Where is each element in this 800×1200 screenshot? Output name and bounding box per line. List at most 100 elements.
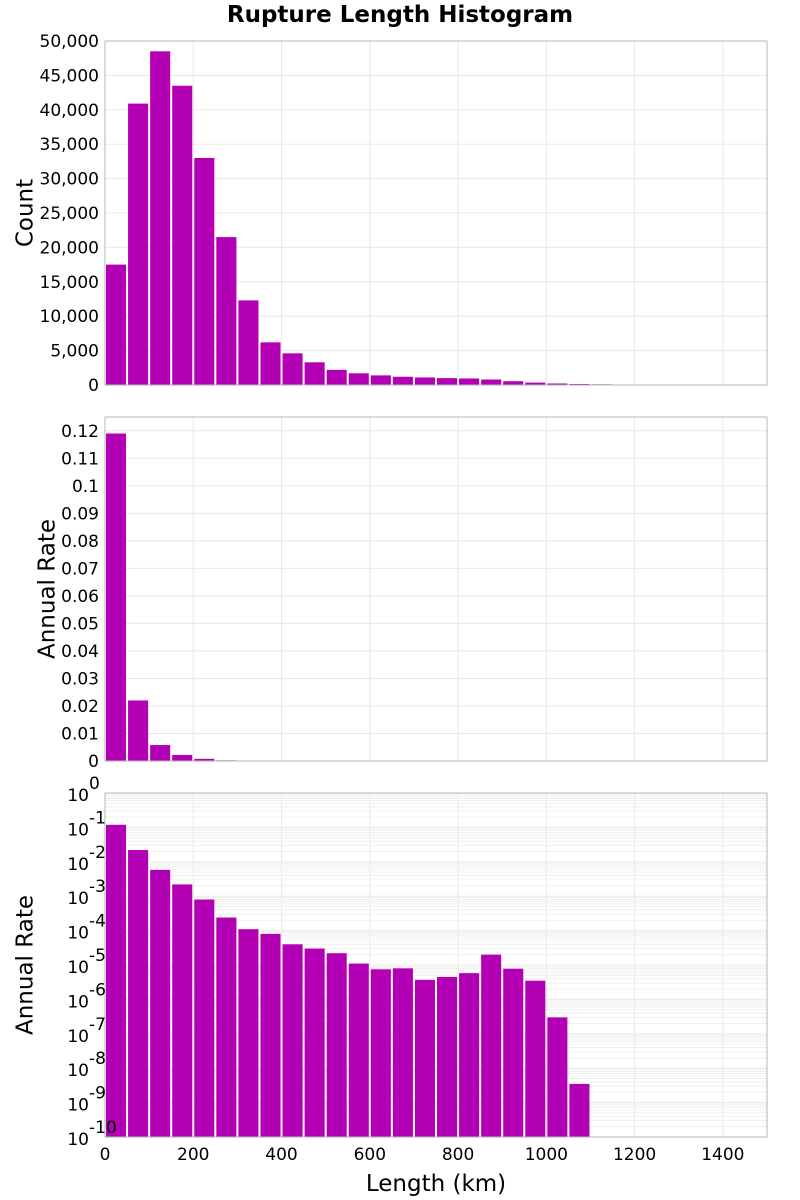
histogram-bar <box>194 899 215 1137</box>
y-tick-label: 10 <box>67 924 89 944</box>
y-tick-exponent: -3 <box>89 877 106 897</box>
histogram-bar <box>525 382 546 385</box>
histogram-bar <box>238 300 259 385</box>
y-tick-label: 0.07 <box>61 559 99 579</box>
y-tick-label: 10 <box>67 889 89 909</box>
histogram-bar <box>172 85 193 385</box>
histogram-bar <box>150 745 171 761</box>
y-tick-label: 0.04 <box>61 642 99 662</box>
y-tick-label: 10,000 <box>40 307 99 327</box>
histogram-bar <box>238 929 259 1137</box>
y-tick-exponent: -10 <box>89 1118 117 1138</box>
y-tick-label: 0 <box>88 376 99 396</box>
histogram-bar <box>260 933 281 1137</box>
plot-frame <box>104 416 768 762</box>
histogram-bar <box>128 850 149 1137</box>
histogram-bar <box>282 353 303 385</box>
y-tick-label: 0.11 <box>61 449 99 469</box>
y-tick-label: 40,000 <box>40 101 99 121</box>
histogram-bar <box>106 824 127 1137</box>
histogram-bar <box>503 968 524 1137</box>
y-tick-exponent: -1 <box>89 808 106 828</box>
y-tick-exponent: -4 <box>89 912 106 932</box>
annual-rate-log-panel: 10010-110-210-310-410-510-610-710-810-91… <box>13 774 768 1197</box>
y-axis-label: Annual Rate <box>13 895 39 1035</box>
histogram-bar <box>414 979 435 1137</box>
y-tick-label: 0.12 <box>61 422 99 442</box>
histogram-bar <box>370 375 391 385</box>
y-tick-label: 0 <box>88 752 99 772</box>
y-axis-label: Annual Rate <box>35 519 61 659</box>
histogram-bar <box>216 917 237 1137</box>
histogram-bar <box>304 948 325 1137</box>
histogram-bar <box>348 373 369 385</box>
y-tick-exponent: 0 <box>89 774 100 794</box>
y-tick-exponent: -6 <box>89 980 106 1000</box>
y-tick-label: 10 <box>67 786 89 806</box>
y-tick-label: 0.06 <box>61 587 99 607</box>
y-tick-label: 10 <box>67 855 89 875</box>
histogram-bar <box>348 963 369 1137</box>
histogram-bar <box>569 1083 590 1137</box>
x-tick-label: 400 <box>265 1145 297 1165</box>
histogram-bar <box>437 976 458 1137</box>
y-tick-label: 50,000 <box>40 32 99 52</box>
y-tick-label: 0.1 <box>72 477 99 497</box>
histogram-bar <box>437 378 458 385</box>
x-tick-label: 600 <box>354 1145 386 1165</box>
histogram-bar <box>106 264 127 385</box>
histogram-bar <box>260 342 281 385</box>
histogram-bar <box>569 383 590 385</box>
histogram-bar <box>481 379 502 385</box>
x-tick-label: 800 <box>442 1145 474 1165</box>
histogram-bar <box>150 51 171 385</box>
histogram-bar <box>370 969 391 1137</box>
histogram-bar <box>525 980 546 1137</box>
y-tick-label: 35,000 <box>40 135 99 155</box>
y-tick-exponent: -7 <box>89 1015 106 1035</box>
y-tick-label: 0.03 <box>61 669 99 689</box>
x-tick-label: 1200 <box>613 1145 656 1165</box>
histogram-bar <box>459 378 480 385</box>
histogram-bar <box>414 377 435 385</box>
y-tick-label: 10 <box>67 958 89 978</box>
y-tick-label: 20,000 <box>40 238 99 258</box>
count-panel: 0 5,000 10,000 15,000 20,000 25,000 30,000 35,0… <box>13 32 768 396</box>
y-tick-exponent: -9 <box>89 1084 106 1104</box>
y-tick-label: 10 <box>67 992 89 1012</box>
x-tick-label: 200 <box>177 1145 209 1165</box>
histogram-bar <box>326 953 347 1137</box>
x-axis-label: Length (km) <box>366 1171 506 1197</box>
y-tick-label: 45,000 <box>40 66 99 86</box>
histogram-bar <box>547 383 568 385</box>
y-tick-label: 0.05 <box>61 614 99 634</box>
y-tick-label: 10 <box>67 1061 89 1081</box>
plot-frame <box>104 40 768 386</box>
y-tick-label: 5,000 <box>50 342 99 362</box>
histogram-bar <box>459 973 480 1137</box>
x-tick-label: 1000 <box>525 1145 568 1165</box>
y-tick-label: 0.08 <box>61 532 99 552</box>
y-tick-label: 10 <box>67 820 89 840</box>
y-tick-label: 10 <box>67 1096 89 1116</box>
y-tick-label: 10 <box>67 1130 89 1150</box>
y-tick-exponent: -8 <box>89 1049 106 1069</box>
y-tick-label: 0.02 <box>61 697 99 717</box>
histogram-bar <box>392 968 413 1137</box>
histogram-bar <box>128 700 149 761</box>
y-tick-label: 0.01 <box>61 724 99 744</box>
histogram-bar <box>547 1017 568 1137</box>
histogram-bar <box>150 869 171 1137</box>
histogram-bar <box>304 362 325 385</box>
histogram-bar <box>172 754 193 761</box>
histogram-bar <box>128 103 149 385</box>
plot-frame <box>104 792 768 1138</box>
y-tick-label: 30,000 <box>40 170 99 190</box>
histogram-bar <box>481 954 502 1137</box>
histogram-bar <box>194 157 215 385</box>
histogram-bar <box>326 369 347 385</box>
y-tick-exponent: -2 <box>89 843 106 863</box>
annual-rate-linear-panel: 0 0.01 0.02 0.03 0.04 0.05 0.06 0.07 0.08 0.09 0.1… <box>35 416 768 772</box>
histogram-bar <box>216 237 237 385</box>
